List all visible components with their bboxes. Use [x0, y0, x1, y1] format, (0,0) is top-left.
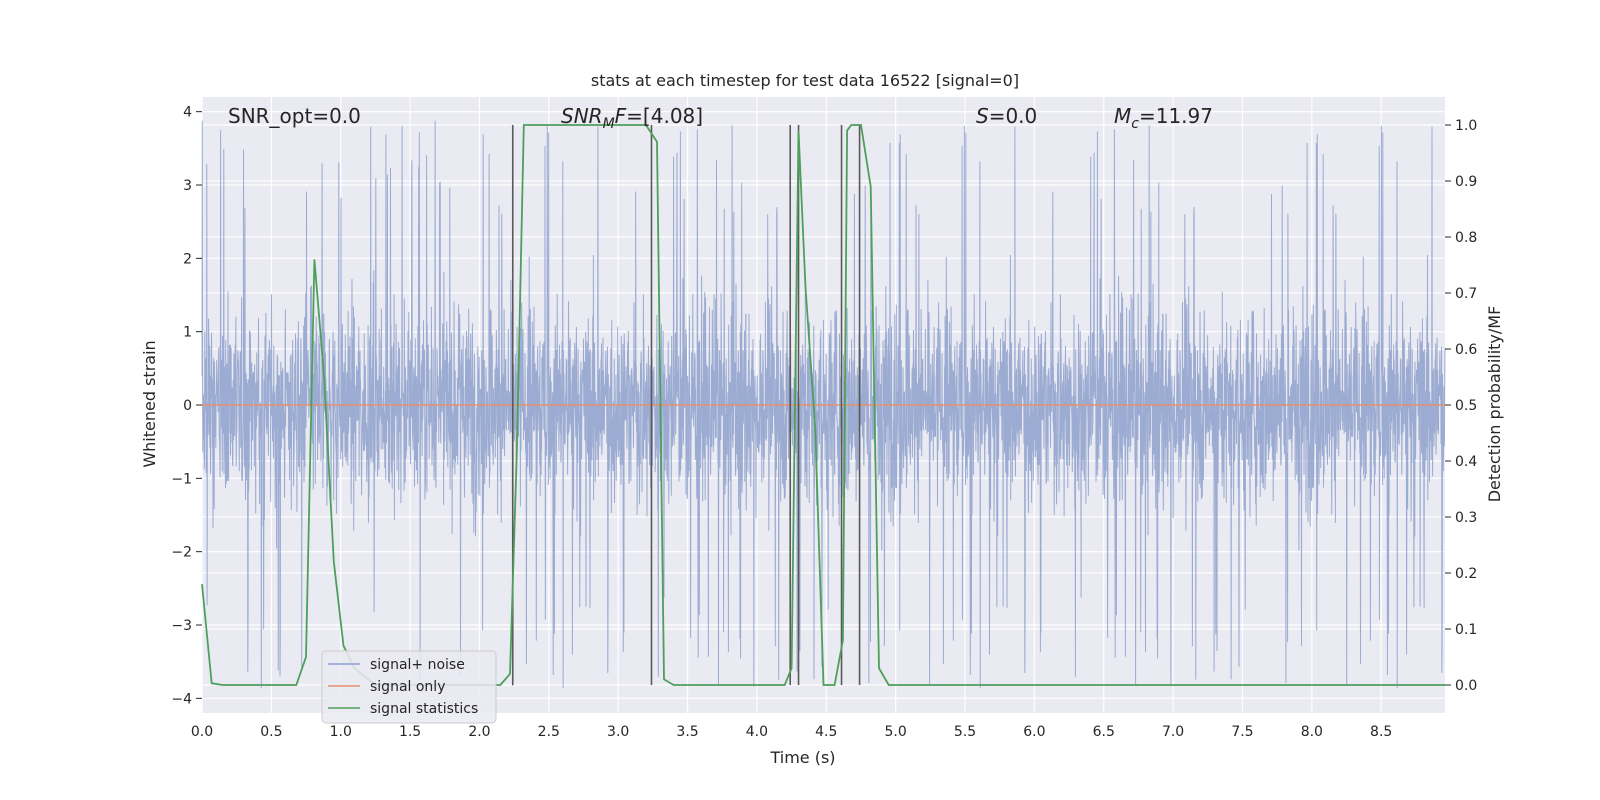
x-tick-label: 2.5 [538, 724, 560, 740]
legend-box [321, 650, 497, 724]
legend: signal+ noise signal only signal statist… [321, 650, 497, 724]
y-axis-label: Whitened strain [140, 340, 159, 467]
mc-main: M [1114, 104, 1131, 128]
x-tick-label: 8.0 [1301, 724, 1323, 740]
y2-tick-label: 0.9 [1455, 174, 1477, 190]
x-tick-label: 8.5 [1370, 724, 1392, 740]
y-tick-label: −4 [171, 691, 192, 707]
noise-line [201, 120, 1446, 689]
snr-mf-italic: F [615, 104, 627, 128]
mc-sub: c [1131, 116, 1139, 132]
x-tick-label: 2.0 [468, 724, 490, 740]
snr-mf-main: SNR [561, 104, 603, 128]
y-tick-label: 1 [183, 325, 192, 341]
statistics-line [201, 124, 1445, 686]
x-tick-label: 1.0 [330, 724, 352, 740]
y2-tick-label: 0.1 [1455, 622, 1477, 638]
y2-tick-label: 1.0 [1455, 118, 1477, 134]
mc-value: =11.97 [1139, 104, 1213, 128]
y2-axis-label: Detection probability/MF [1485, 306, 1504, 503]
x-tick-label: 4.0 [746, 724, 768, 740]
y-tick-label: 3 [183, 178, 192, 194]
y2-tick-label: 0.7 [1455, 286, 1477, 302]
annotation-s: S=0.0 [976, 104, 1037, 128]
y-tick-label: 4 [183, 105, 192, 121]
x-tick-label: 3.5 [676, 724, 698, 740]
y2-tick-label: 0.6 [1455, 342, 1477, 358]
legend-label-signal-only: signal only [370, 679, 445, 695]
x-tick-label: 5.0 [885, 724, 907, 740]
y-tick-label: 2 [183, 251, 192, 267]
y-axis-ticks: −4 −3 −2 −1 0 1 2 3 4 [171, 105, 202, 707]
snr-mf-sub: M [603, 116, 615, 132]
x-tick-label: 4.5 [815, 724, 837, 740]
snr-mf-value: =[4.08] [626, 104, 703, 128]
y2-tick-label: 0.8 [1455, 230, 1477, 246]
y-tick-label: 0 [183, 398, 192, 414]
legend-label-noise: signal+ noise [370, 657, 465, 673]
x-axis-ticks: 0.0 0.5 1.0 1.5 2.0 2.5 3.0 3.5 4.0 4.5 5.0 5.5 6.0 6… [191, 724, 1392, 740]
y2-tick-label: 0.2 [1455, 566, 1477, 582]
vertical-markers [511, 125, 861, 685]
noise-series [201, 120, 1446, 689]
y2-tick-label: 0.5 [1455, 398, 1477, 414]
chart-title: stats at each timestep for test data 165… [591, 71, 1019, 90]
x-tick-label: 0.5 [260, 724, 282, 740]
x-tick-label: 6.5 [1093, 724, 1115, 740]
x-tick-label: 6.0 [1023, 724, 1045, 740]
x-tick-label: 7.5 [1231, 724, 1253, 740]
x-tick-label: 0.0 [191, 724, 213, 740]
statistics-series [201, 124, 1445, 686]
x-axis-label: Time (s) [769, 748, 835, 767]
y2-axis-ticks: 0.0 0.1 0.2 0.3 0.4 0.5 0.6 0.7 0.8 0.9 1.0 [1445, 118, 1477, 694]
y-tick-label: −3 [171, 618, 192, 634]
y2-tick-label: 0.0 [1455, 678, 1477, 694]
legend-label-statistics: signal statistics [370, 701, 478, 717]
y-tick-label: −1 [171, 471, 192, 487]
y2-tick-label: 0.3 [1455, 510, 1477, 526]
s-value: =0.0 [989, 104, 1038, 128]
x-tick-label: 3.0 [607, 724, 629, 740]
annotation-snr-mf: SNRMF=[4.08] [561, 104, 703, 132]
x-tick-label: 1.5 [399, 724, 421, 740]
y-tick-label: −2 [171, 545, 192, 561]
y2-tick-label: 0.4 [1455, 454, 1477, 470]
x-tick-label: 5.5 [954, 724, 976, 740]
annotation-mc: Mc=11.97 [1114, 104, 1213, 132]
s-italic: S [976, 104, 989, 128]
x-tick-label: 7.0 [1162, 724, 1184, 740]
annotation-snr-opt: SNR_opt=0.0 [228, 104, 361, 128]
